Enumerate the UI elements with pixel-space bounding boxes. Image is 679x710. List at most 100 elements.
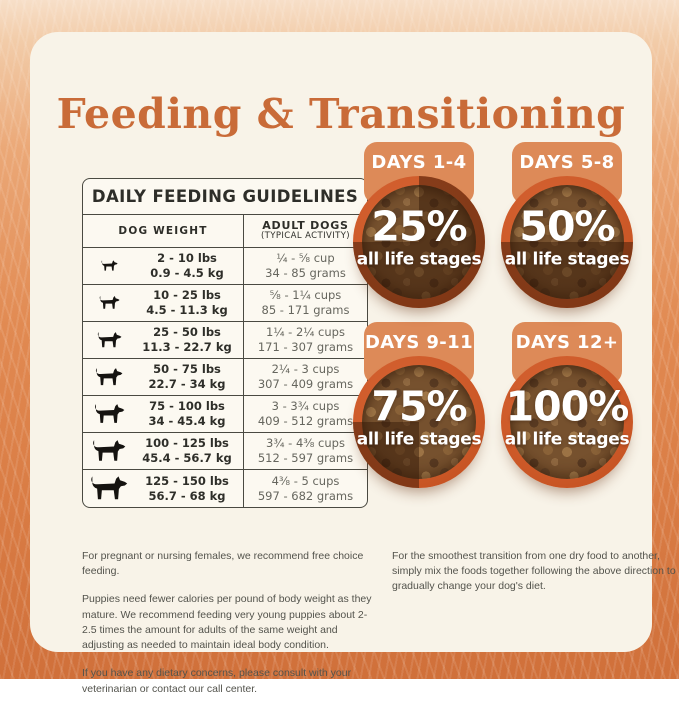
typical-activity-label: (TYPICAL ACTIVITY) — [260, 231, 351, 242]
footnote-transition: For the smoothest transition from one dr… — [392, 550, 676, 593]
bowl-100-percent: 100% all life stages — [501, 356, 633, 488]
table-header-row: DOG WEIGHT ADULT DOGS (TYPICAL ACTIVITY) — [83, 215, 367, 248]
dog-icon — [83, 367, 135, 387]
weight-lbs: 2 - 10 lbs — [157, 251, 217, 266]
table-row: 50 - 75 lbs 22.7 - 34 kg 2¼ - 3 cups 307… — [83, 359, 367, 396]
table-row: 75 - 100 lbs 34 - 45.4 kg 3 - 3¾ cups 40… — [83, 396, 367, 433]
weight-kg: 22.7 - 34 kg — [148, 377, 226, 391]
bowl-text: 50% all life stages — [501, 202, 633, 270]
weight-lbs: 25 - 50 lbs — [153, 325, 221, 340]
amount-cell: 2¼ - 3 cups 307 - 409 grams — [244, 359, 367, 395]
weight-text: 10 - 25 lbs 4.5 - 11.3 kg — [135, 288, 243, 318]
adult-dogs-label: ADULT DOGS — [262, 218, 349, 232]
amount-grams: 409 - 512 grams — [257, 414, 354, 428]
bowl-shade-overlay — [353, 176, 485, 308]
bowl-text: 100% all life stages — [501, 382, 633, 450]
weight-text: 75 - 100 lbs 34 - 45.4 kg — [135, 399, 243, 429]
weight-kg: 11.3 - 22.7 kg — [142, 340, 232, 354]
weight-text: 25 - 50 lbs 11.3 - 22.7 kg — [135, 325, 243, 355]
amount-cups: 3¾ - 4⅜ cups — [266, 436, 345, 451]
footnote-dietary: If you have any dietary concerns, please… — [82, 667, 352, 695]
amount-cups: 1¼ - 2¼ cups — [266, 325, 345, 340]
amount-cell: 3¾ - 4⅜ cups 512 - 597 grams — [244, 433, 367, 469]
amount-grams: 171 - 307 grams — [257, 340, 354, 354]
kibble-texture — [510, 365, 624, 479]
weight-kg: 0.9 - 4.5 kg — [150, 266, 224, 280]
weight-kg: 4.5 - 11.3 kg — [146, 303, 228, 317]
dog-icon — [83, 403, 135, 425]
column-header-adult-dogs: ADULT DOGS (TYPICAL ACTIVITY) — [244, 215, 367, 247]
bowl-25-percent: 25% all life stages — [353, 176, 485, 308]
table-row: 2 - 10 lbs 0.9 - 4.5 kg ¼ - ⅝ cup 34 - 8… — [83, 248, 367, 285]
percent-label: 25% — [371, 202, 467, 251]
amount-cell: 4⅜ - 5 cups 597 - 682 grams — [244, 470, 367, 507]
weight-cell: 75 - 100 lbs 34 - 45.4 kg — [83, 396, 244, 432]
weight-lbs: 100 - 125 lbs — [145, 436, 229, 451]
bowl-75-percent: 75% all life stages — [353, 356, 485, 488]
amount-cups: 2¼ - 3 cups — [271, 362, 340, 377]
amount-cell: 1¼ - 2¼ cups 171 - 307 grams — [244, 322, 367, 358]
weight-text: 2 - 10 lbs 0.9 - 4.5 kg — [135, 251, 243, 281]
weight-cell: 2 - 10 lbs 0.9 - 4.5 kg — [83, 248, 244, 284]
percent-label: 50% — [519, 202, 615, 251]
table-row: 25 - 50 lbs 11.3 - 22.7 kg 1¼ - 2¼ cups … — [83, 322, 367, 359]
kibble-texture — [362, 365, 476, 479]
weight-cell: 10 - 25 lbs 4.5 - 11.3 kg — [83, 285, 244, 321]
dog-icon — [83, 260, 135, 272]
weight-lbs: 125 - 150 lbs — [145, 473, 229, 488]
amount-cell: ⅝ - 1¼ cups 85 - 171 grams — [244, 285, 367, 321]
weight-cell: 125 - 150 lbs 56.7 - 68 kg — [83, 470, 244, 507]
weight-lbs: 10 - 25 lbs — [153, 288, 221, 303]
amount-grams: 512 - 597 grams — [257, 451, 354, 465]
weight-lbs: 75 - 100 lbs — [149, 399, 225, 414]
bowl-shade-overlay — [353, 356, 485, 488]
weight-lbs: 50 - 75 lbs — [153, 362, 221, 377]
all-life-stages-label: all life stages — [504, 249, 630, 270]
bowl-50-percent: 50% all life stages — [501, 176, 633, 308]
footnote-pregnant: For pregnant or nursing females, we reco… — [82, 550, 364, 578]
weight-cell: 100 - 125 lbs 45.4 - 56.7 kg — [83, 433, 244, 469]
column-header-dog-weight: DOG WEIGHT — [83, 215, 244, 247]
bowl-text: 25% all life stages — [353, 202, 485, 270]
weight-kg: 56.7 - 68 kg — [148, 488, 226, 503]
dog-icon — [83, 475, 135, 502]
weight-cell: 25 - 50 lbs 11.3 - 22.7 kg — [83, 322, 244, 358]
feeding-guidelines-table: DAILY FEEDING GUIDELINES DOG WEIGHT ADUL… — [82, 178, 368, 508]
all-life-stages-label: all life stages — [356, 429, 482, 450]
all-life-stages-label: all life stages — [504, 429, 630, 450]
percent-label: 75% — [371, 382, 467, 431]
table-row: 100 - 125 lbs 45.4 - 56.7 kg 3¾ - 4⅜ cup… — [83, 433, 367, 470]
footnote-puppies: Puppies need fewer calories per pound of… — [82, 593, 372, 652]
weight-text: 125 - 150 lbs 56.7 - 68 kg — [135, 474, 243, 504]
bowl-shade-overlay — [501, 176, 633, 308]
weight-text: 100 - 125 lbs 45.4 - 56.7 kg — [135, 436, 243, 466]
table-title: DAILY FEEDING GUIDELINES — [83, 179, 367, 215]
amount-cell: 3 - 3¾ cups 409 - 512 grams — [244, 396, 367, 432]
weight-kg: 34 - 45.4 kg — [148, 414, 226, 428]
table-row: 125 - 150 lbs 56.7 - 68 kg 4⅜ - 5 cups 5… — [83, 470, 367, 507]
bowl-text: 75% all life stages — [353, 382, 485, 450]
table-row: 10 - 25 lbs 4.5 - 11.3 kg ⅝ - 1¼ cups 85… — [83, 285, 367, 322]
dog-icon — [83, 296, 135, 310]
amount-grams: 85 - 171 grams — [261, 303, 350, 317]
footnote-right: For the smoothest transition from one dr… — [392, 549, 678, 608]
weight-text: 50 - 75 lbs 22.7 - 34 kg — [135, 362, 243, 392]
page-title: Feeding & Transitioning — [56, 90, 626, 138]
kibble-texture — [510, 185, 624, 299]
dog-icon — [83, 331, 135, 349]
amount-grams: 597 - 682 grams — [257, 488, 354, 503]
kibble-texture — [362, 185, 476, 299]
amount-cups: ¼ - ⅝ cup — [276, 251, 335, 266]
amount-grams: 34 - 85 grams — [265, 266, 346, 280]
weight-cell: 50 - 75 lbs 22.7 - 34 kg — [83, 359, 244, 395]
amount-cups: ⅝ - 1¼ cups — [269, 288, 342, 303]
amount-cups: 4⅜ - 5 cups — [271, 473, 340, 488]
footnotes-left: For pregnant or nursing females, we reco… — [82, 549, 372, 710]
amount-cell: ¼ - ⅝ cup 34 - 85 grams — [244, 248, 367, 284]
all-life-stages-label: all life stages — [356, 249, 482, 270]
amount-cups: 3 - 3¾ cups — [271, 399, 340, 414]
percent-label: 100% — [505, 382, 630, 431]
dog-icon — [83, 439, 135, 463]
amount-grams: 307 - 409 grams — [257, 377, 354, 391]
weight-kg: 45.4 - 56.7 kg — [142, 451, 232, 465]
